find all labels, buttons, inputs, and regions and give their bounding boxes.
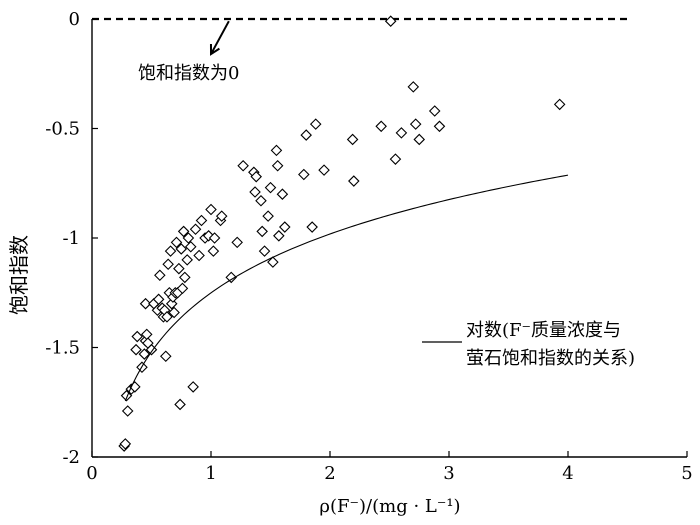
data-point <box>139 297 152 310</box>
axes <box>91 19 687 458</box>
data-point <box>306 221 318 233</box>
data-point <box>231 236 243 249</box>
data-point <box>346 133 359 146</box>
data-point <box>161 311 173 323</box>
y-axis-label: 饱和指数 <box>7 235 31 315</box>
data-point <box>237 159 249 172</box>
x-tick-label: 2 <box>324 463 335 484</box>
annotation-arrow <box>209 20 230 56</box>
data-point <box>207 245 220 257</box>
y-tick-label: -0.5 <box>45 119 80 140</box>
data-point <box>384 15 397 27</box>
legend-label-line2: 萤石饱和指数的关系) <box>466 348 635 369</box>
data-point <box>262 210 274 222</box>
legend-label-line1: 对数(F⁻质量浓度与 <box>466 320 621 341</box>
data-point <box>348 175 360 187</box>
data-point <box>249 186 261 198</box>
data-point <box>267 256 279 268</box>
data-point <box>152 293 165 306</box>
data-point <box>389 153 402 165</box>
ticks-layer: 0 1 2 3 4 5 0 -0.5 -1 -1.5 -2 <box>45 9 692 484</box>
x-tick-label: 3 <box>443 463 454 484</box>
data-point <box>407 81 420 93</box>
data-point <box>395 127 408 139</box>
data-point <box>131 330 143 343</box>
data-point <box>428 105 441 117</box>
x-axis-label: ρ(F⁻)/(mg · L⁻¹) <box>319 496 460 517</box>
data-point <box>160 350 172 363</box>
x-tick-label: 0 <box>86 463 97 484</box>
data-point <box>433 120 446 133</box>
data-point <box>130 343 142 356</box>
data-point <box>170 236 183 249</box>
x-tick-label: 1 <box>205 463 216 484</box>
data-point <box>174 398 186 411</box>
data-point <box>187 381 199 393</box>
data-point <box>553 98 566 111</box>
data-point <box>250 170 262 183</box>
data-point <box>168 306 180 319</box>
data-point <box>298 168 310 181</box>
data-point <box>255 194 267 207</box>
y-tick-label: -2 <box>62 447 80 468</box>
data-point <box>179 271 191 284</box>
data-point <box>181 254 193 266</box>
data-point <box>119 438 132 450</box>
data-point <box>176 282 189 295</box>
data-point <box>189 223 202 236</box>
data-point <box>300 129 312 141</box>
data-point <box>208 232 221 244</box>
data-point <box>309 118 322 130</box>
data-point <box>162 258 174 271</box>
data-point <box>413 133 426 146</box>
data-point <box>175 243 188 255</box>
data-point <box>164 245 177 257</box>
data-point <box>195 214 208 227</box>
y-tick-label: -1.5 <box>45 338 80 359</box>
data-point <box>121 405 134 417</box>
data-point <box>138 348 151 360</box>
data-point <box>225 271 238 284</box>
data-point <box>258 245 271 257</box>
data-point <box>215 210 228 222</box>
data-point <box>279 221 291 233</box>
trend-layer <box>124 174 569 402</box>
data-point <box>193 249 205 262</box>
x-tick-label: 4 <box>562 463 573 484</box>
data-point <box>276 188 289 200</box>
zero-annotation-label: 饱和指数为0 <box>138 63 239 84</box>
points-layer <box>118 15 566 452</box>
data-point <box>318 164 330 176</box>
data-point <box>271 159 284 172</box>
x-tick-label: 5 <box>681 463 692 484</box>
data-point <box>177 225 190 238</box>
data-point <box>154 269 166 282</box>
data-point <box>375 120 387 133</box>
data-point <box>409 118 422 130</box>
y-tick-label: 0 <box>69 9 80 30</box>
data-point <box>184 240 197 253</box>
y-tick-label: -1 <box>62 228 80 249</box>
data-point <box>173 262 185 275</box>
data-point <box>270 144 283 157</box>
data-point <box>182 232 195 244</box>
data-point <box>256 225 268 238</box>
data-point <box>273 230 285 242</box>
data-point <box>205 203 217 216</box>
log-trend-line <box>124 174 569 402</box>
data-point <box>264 181 277 194</box>
